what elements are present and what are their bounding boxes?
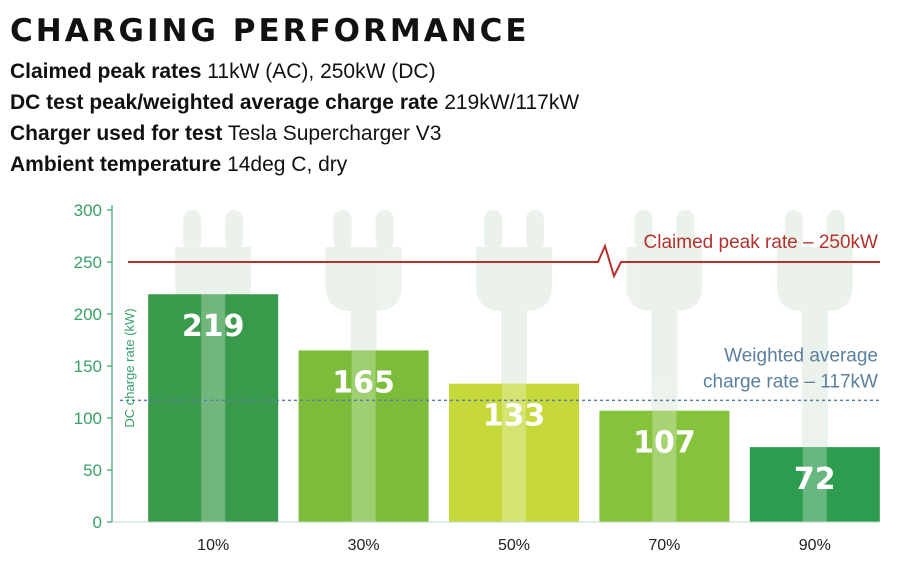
x-tick-label: 50% <box>498 537 530 554</box>
spec-key: Ambient temperature <box>10 153 222 176</box>
y-tick-label: 250 <box>74 253 102 272</box>
spec-value: 219kW/117kW <box>444 91 580 114</box>
peak-rate-label: Claimed peak rate – 250kW <box>644 232 879 253</box>
plug-body <box>626 247 703 311</box>
plug-prong <box>333 210 352 250</box>
bar-value-label: 165 <box>332 365 395 400</box>
bar-cord-highlight <box>201 294 226 522</box>
spec-value: Tesla Supercharger V3 <box>227 122 442 145</box>
peak-rate-line <box>128 243 880 279</box>
bar-value-label: 133 <box>483 399 546 434</box>
y-tick-label: 150 <box>74 357 102 376</box>
spec-test-peak: DC test peak/weighted average charge rat… <box>10 87 579 118</box>
plug-prong <box>484 210 502 250</box>
spec-charger: Charger used for test Tesla Supercharger… <box>10 118 579 149</box>
plug-body <box>476 247 552 311</box>
x-axis: 10% 30% 50% 70% 90% <box>112 521 880 554</box>
x-tick-label: 90% <box>799 537 831 554</box>
bars <box>148 294 880 522</box>
bar <box>749 447 880 522</box>
chart-title: CHARGING PERFORMANCE <box>10 13 530 49</box>
bar-value-label: 72 <box>794 462 836 497</box>
bar-cord-highlight <box>652 410 677 522</box>
bar-value-label: 219 <box>182 309 245 344</box>
bar-value-label: 107 <box>633 426 696 461</box>
plug-body <box>325 247 402 311</box>
y-tick-label: 0 <box>93 513 102 532</box>
plug-prong <box>634 210 653 250</box>
average-rate-label: charge rate – 117kW <box>703 371 878 392</box>
plug-prong <box>676 210 695 250</box>
y-axis-label: DC charge rate (kW) <box>122 308 137 427</box>
bar <box>298 350 429 522</box>
spec-ambient: Ambient temperature 14deg C, dry <box>10 149 579 180</box>
y-tick-label: 100 <box>74 409 102 428</box>
bar-cord-highlight <box>502 383 526 522</box>
y-tick-label: 300 <box>74 201 102 220</box>
plug-prong <box>784 210 803 250</box>
bar <box>449 383 579 522</box>
plug-prong <box>526 210 544 250</box>
spec-key: Charger used for test <box>10 122 223 145</box>
bar-cord-highlight <box>351 350 376 522</box>
plug-body <box>776 247 853 311</box>
x-tick-label: 70% <box>648 537 680 554</box>
plug-prong <box>826 210 845 250</box>
x-tick-label: 30% <box>348 537 380 554</box>
average-rate-label: Weighted average <box>724 345 878 366</box>
bar-cord-highlight <box>802 447 827 522</box>
bar <box>599 410 730 522</box>
y-tick-label: 50 <box>83 461 102 480</box>
y-axis: 300 250 200 150 100 50 0 <box>74 201 113 532</box>
value-labels: 219 165 133 107 72 Weighted average charge rat… <box>182 309 878 497</box>
spec-value: 14deg C, dry <box>227 153 348 176</box>
spec-claimed-peak: Claimed peak rates 11kW (AC), 250kW (DC) <box>10 56 579 87</box>
plug-prong <box>225 210 244 250</box>
chart-header: CHARGING PERFORMANCE Claimed peak rates … <box>10 12 579 180</box>
y-tick-label: 200 <box>74 305 102 324</box>
x-tick-label: 10% <box>197 537 229 554</box>
spec-key: DC test peak/weighted average charge rat… <box>10 91 439 114</box>
bar <box>148 294 279 522</box>
reference-lines: Claimed peak rate – 250kW <box>120 232 880 402</box>
spec-value: 11kW (AC), 250kW (DC) <box>207 60 436 83</box>
spec-key: Claimed peak rates <box>10 60 202 83</box>
plug-cords <box>201 294 827 522</box>
plug-prong <box>183 210 202 250</box>
plug-prong <box>375 210 394 250</box>
